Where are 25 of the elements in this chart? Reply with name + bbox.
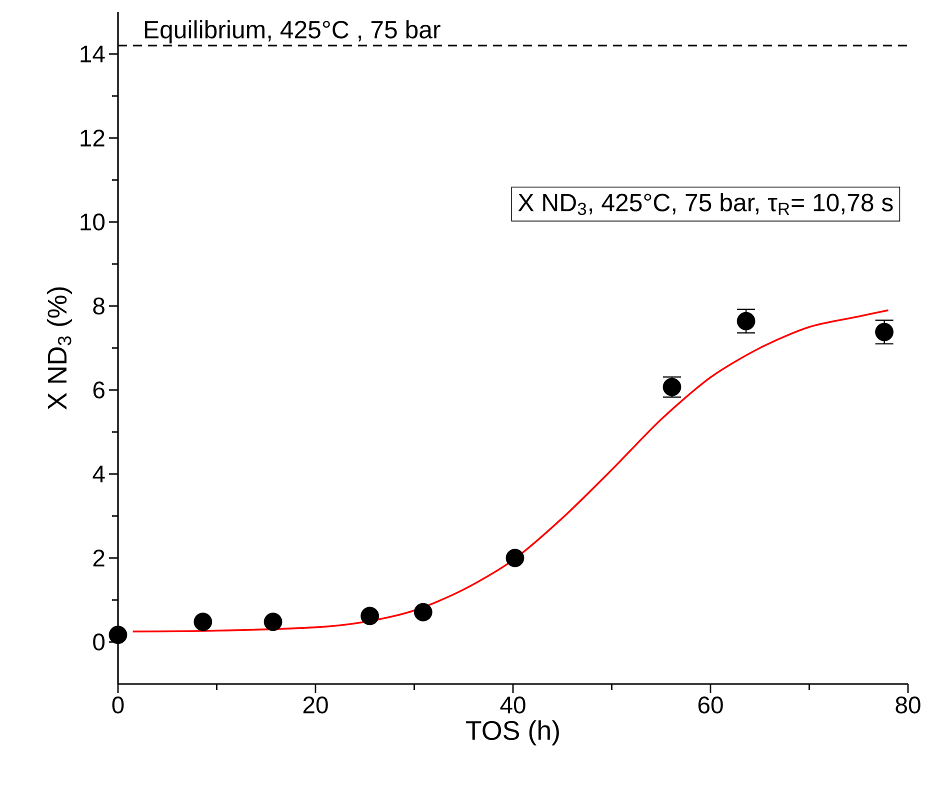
y-tick-label: 0 [93, 634, 105, 650]
point [108, 626, 128, 644]
x-tick-label: 20 [303, 696, 328, 714]
y-tick-label: 12 [80, 130, 104, 146]
annotation: X ND$_{3}$, 425°C, 75 bar, τ$_{R}$= 10,78 s [518, 193, 893, 216]
x-tick-label: 80 [896, 696, 920, 714]
point [264, 612, 282, 632]
point [360, 606, 380, 626]
x-axis-title: TOS (h) [466, 720, 559, 746]
x-tick-label: 0 [112, 696, 124, 714]
point [875, 322, 894, 342]
y-tick-label: 14 [80, 46, 105, 62]
x-tick-label: 40 [500, 696, 526, 714]
y-tick-label: 2 [93, 550, 104, 566]
point [414, 602, 432, 622]
y-tick-label: 6 [93, 382, 104, 398]
x-tick-label: 60 [698, 696, 723, 714]
y-axis-title: X ND$_{3}$ (%) [46, 287, 72, 410]
ref-line-label: Equilibrium, 425°C , 75 bar [144, 20, 440, 44]
y-tick-label: 8 [93, 298, 104, 314]
y-tick-label: 4 [92, 466, 105, 482]
point [194, 612, 212, 632]
point [506, 548, 524, 568]
y-tick-label: 10 [80, 214, 105, 230]
line-series [132, 309, 890, 632]
